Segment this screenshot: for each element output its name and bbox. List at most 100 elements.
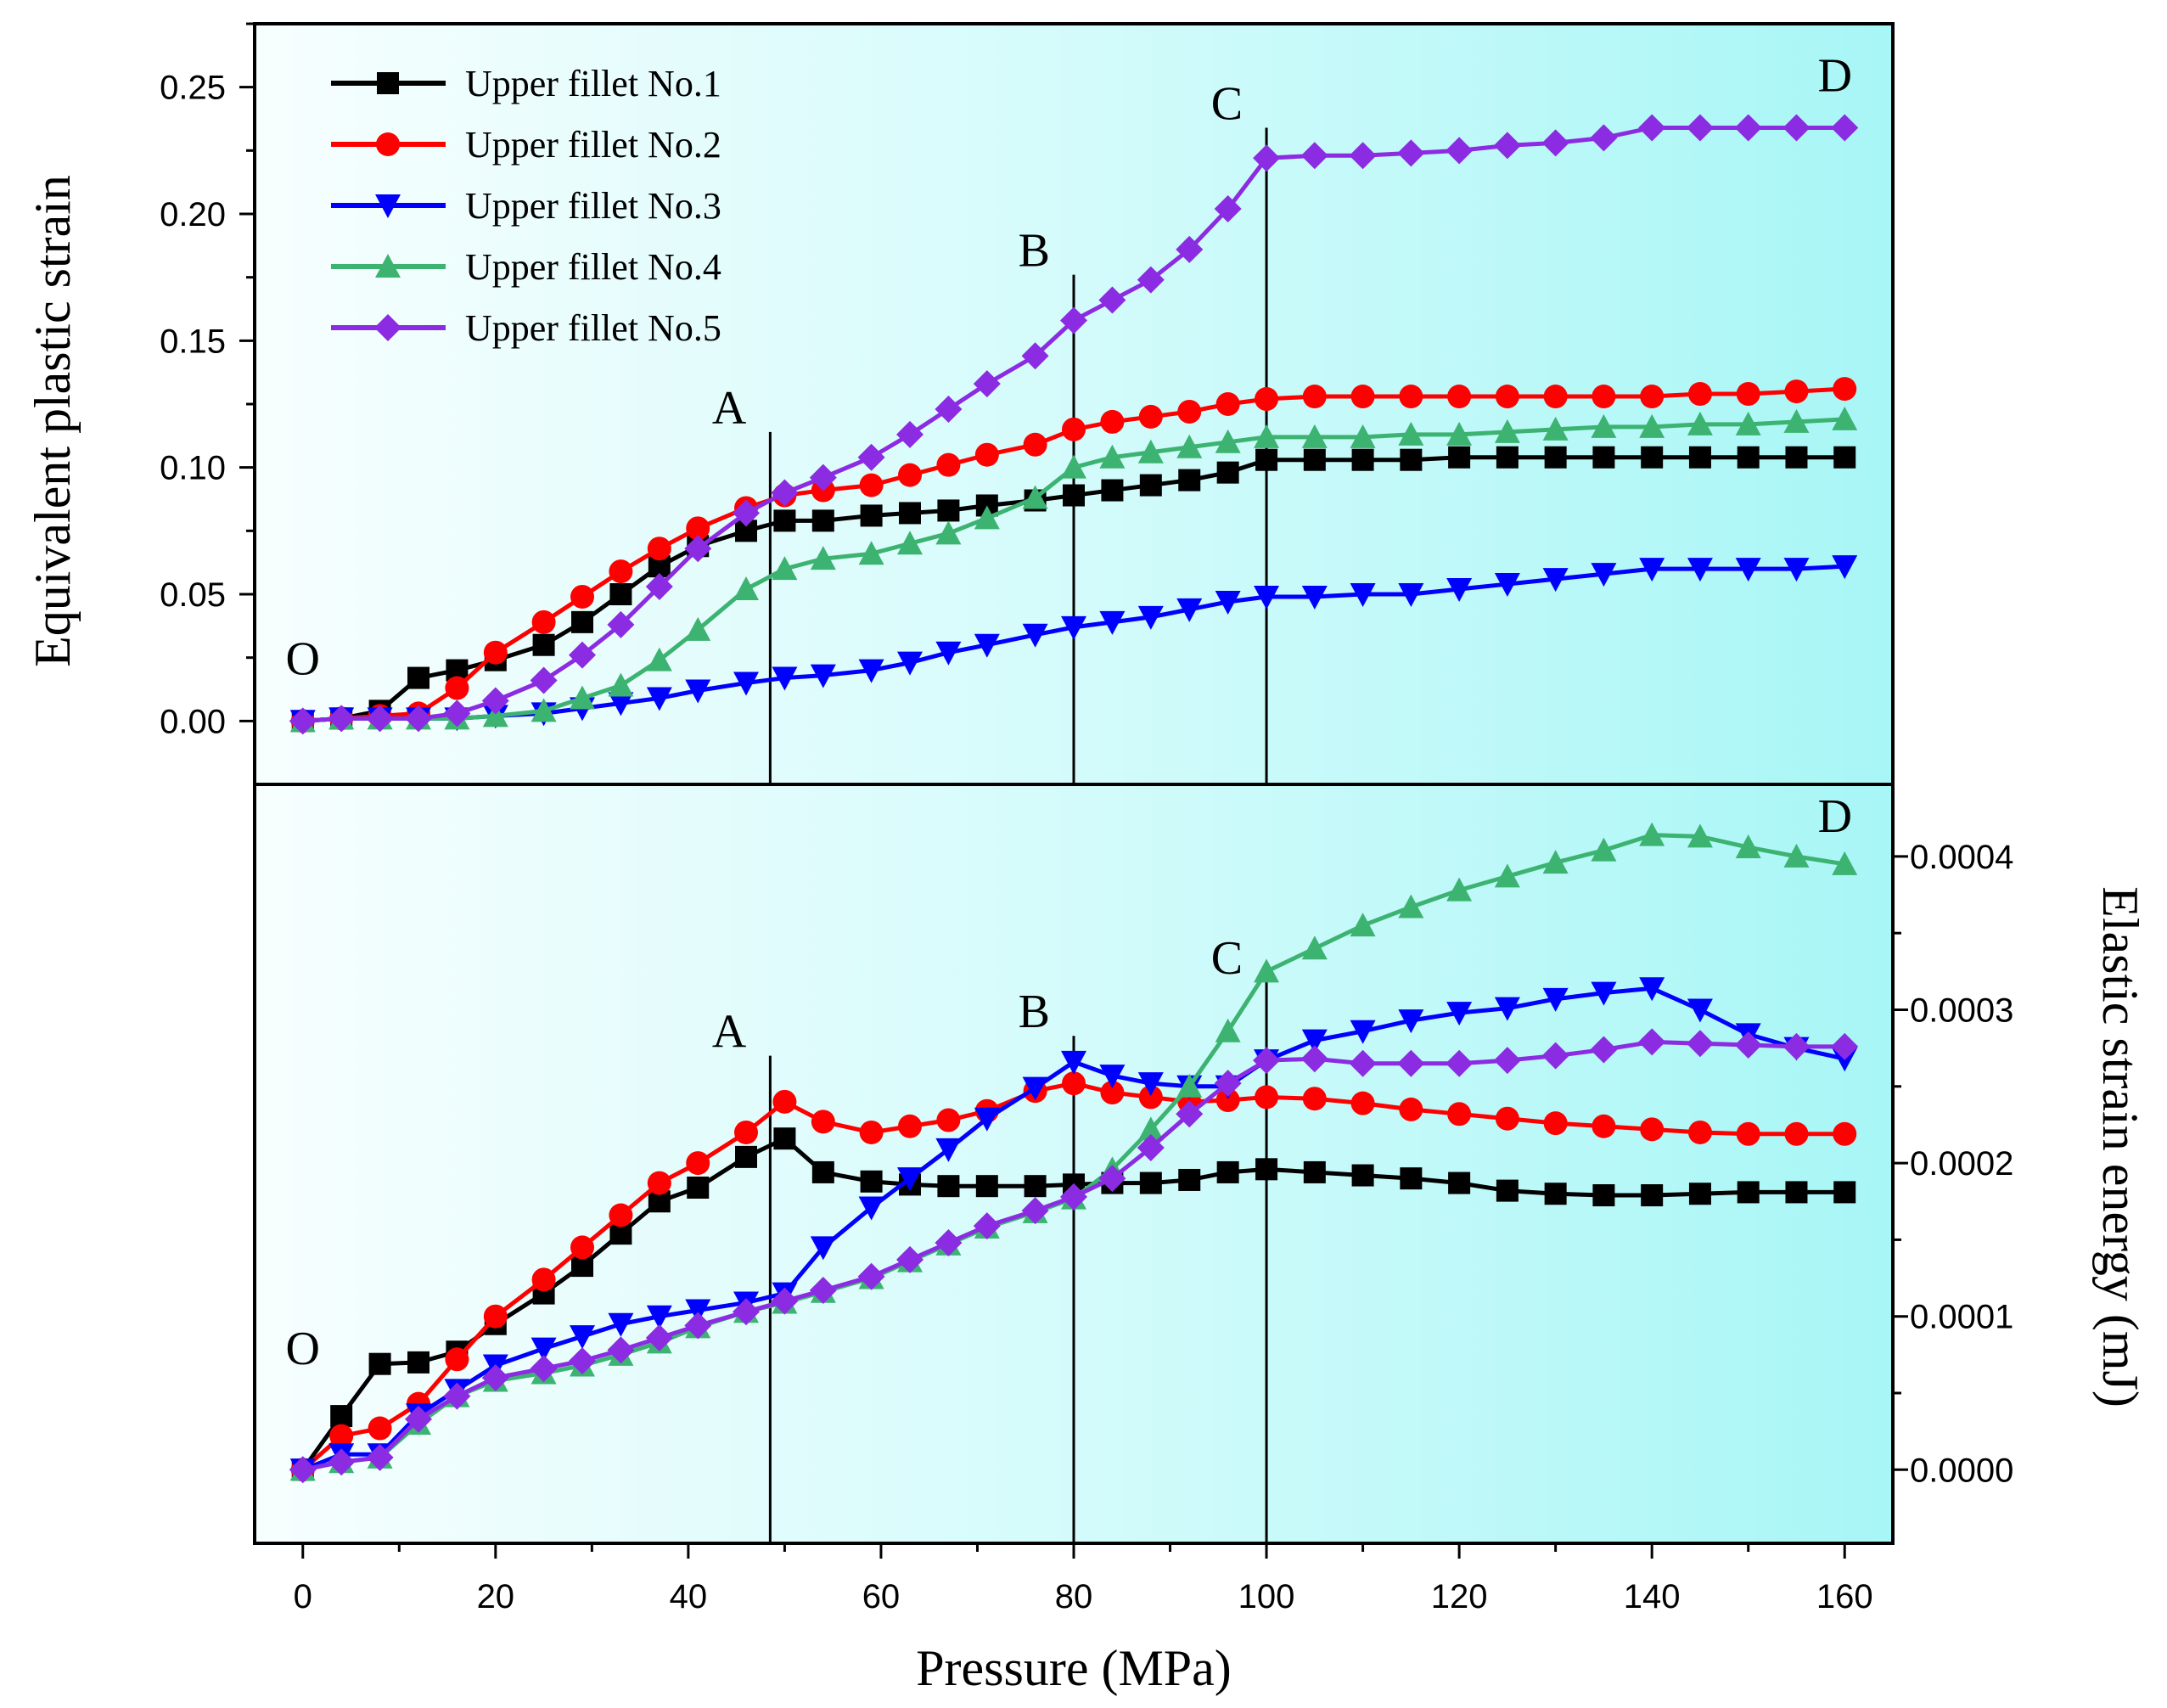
data-point <box>1446 1002 1473 1026</box>
data-point <box>1215 1088 1240 1113</box>
data-point <box>1446 877 1473 902</box>
data-point <box>1303 448 1326 471</box>
data-point <box>1782 114 1811 142</box>
data-point <box>570 1235 594 1260</box>
data-point <box>859 1120 884 1144</box>
data-point <box>609 1203 633 1228</box>
data-point <box>1398 894 1424 919</box>
data-point <box>1734 114 1762 142</box>
y-axis-title-left: Equivalent plastic strain <box>25 175 81 667</box>
data-point <box>1101 479 1124 502</box>
data-point <box>1592 446 1615 469</box>
data-point <box>483 1304 508 1329</box>
data-point <box>1686 1030 1714 1058</box>
data-point <box>1349 1049 1377 1077</box>
data-point <box>685 1299 711 1323</box>
data-point <box>405 1405 432 1433</box>
data-point <box>811 509 834 532</box>
data-point <box>1831 114 1859 142</box>
data-point <box>445 1347 469 1372</box>
data-point <box>1833 1181 1856 1204</box>
data-point <box>645 1323 673 1351</box>
data-point <box>1399 385 1423 409</box>
data-point <box>897 651 923 676</box>
data-point <box>1639 558 1665 582</box>
data-point <box>810 546 836 570</box>
data-point <box>1398 421 1424 446</box>
data-point <box>443 699 471 728</box>
x-tick-label: 120 <box>1431 1578 1488 1615</box>
data-point <box>1446 1049 1474 1077</box>
phase-label-b: B <box>1019 986 1050 1038</box>
corner-label-o: O <box>286 1323 320 1375</box>
data-point <box>684 1312 712 1340</box>
data-point <box>685 616 711 641</box>
data-point <box>1350 385 1375 409</box>
y-tick-label-right: 0.0001 <box>1910 1299 2013 1336</box>
data-point <box>1215 1018 1241 1042</box>
data-point <box>773 1127 796 1150</box>
legend-label-5: Upper fillet No.5 <box>465 307 721 349</box>
data-point <box>1736 382 1760 407</box>
data-point <box>571 610 593 633</box>
data-point <box>1785 1181 1808 1204</box>
data-point <box>1784 1121 1809 1146</box>
data-point <box>1215 590 1241 615</box>
data-point <box>1639 822 1665 846</box>
data-point <box>1022 623 1048 648</box>
data-point <box>366 705 394 733</box>
data-point <box>1591 981 1617 1006</box>
data-point <box>973 370 1001 398</box>
data-point <box>1783 843 1810 868</box>
data-point <box>1687 998 1713 1023</box>
data-point <box>1641 1184 1664 1207</box>
data-point <box>1542 568 1569 593</box>
x-tick-label: 100 <box>1238 1578 1295 1615</box>
data-point <box>646 687 672 711</box>
y-tick-label-right: 0.0003 <box>1910 992 2013 1029</box>
x-tick-label: 80 <box>1055 1578 1093 1615</box>
x-tick-label: 140 <box>1624 1578 1681 1615</box>
data-point <box>1215 392 1240 416</box>
data-point <box>1687 382 1712 407</box>
data-point <box>1398 1009 1424 1034</box>
data-point <box>1542 987 1569 1012</box>
data-point <box>1687 823 1713 848</box>
data-point <box>1832 851 1858 875</box>
data-point <box>647 1171 671 1195</box>
phase-label-c: C <box>1211 932 1243 985</box>
data-point <box>443 1382 471 1410</box>
data-point <box>609 583 632 605</box>
data-point <box>1496 1179 1519 1202</box>
data-point <box>733 1298 760 1326</box>
data-point <box>1302 1087 1327 1111</box>
data-point <box>1216 1160 1239 1183</box>
data-point <box>935 641 962 666</box>
data-point <box>1446 421 1473 446</box>
data-point <box>1176 235 1204 263</box>
data-point <box>899 502 921 525</box>
data-point <box>1831 1032 1859 1060</box>
y-axis-title-right: Elastic strain energy (mJ) <box>2092 886 2148 1407</box>
data-point <box>1493 132 1521 160</box>
data-point <box>1448 1171 1471 1194</box>
data-point <box>1350 424 1376 448</box>
data-point <box>329 1424 354 1448</box>
legend-label-2: Upper fillet No.2 <box>465 124 721 166</box>
data-point <box>1099 610 1126 635</box>
legend-label-3: Upper fillet No.3 <box>465 185 721 227</box>
data-point <box>1542 416 1569 441</box>
data-point <box>1099 1065 1126 1089</box>
data-point <box>289 1456 317 1484</box>
data-point <box>733 499 760 527</box>
data-point <box>1735 411 1761 435</box>
data-point <box>1255 1085 1279 1110</box>
data-point <box>1833 377 1857 402</box>
x-tick-label: 40 <box>670 1578 708 1615</box>
data-point <box>1350 1091 1375 1115</box>
data-point <box>974 633 1000 658</box>
data-point <box>530 1355 558 1383</box>
data-point <box>935 1138 962 1162</box>
data-point <box>1178 469 1201 492</box>
data-point <box>1061 454 1086 479</box>
